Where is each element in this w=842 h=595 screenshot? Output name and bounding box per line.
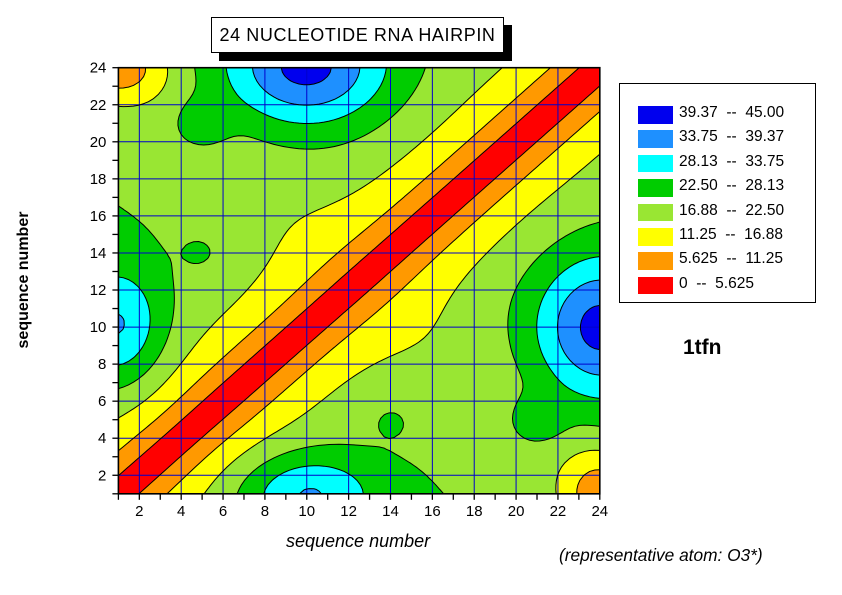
svg-text:14: 14 [90, 245, 107, 262]
svg-text:14: 14 [382, 503, 399, 520]
svg-text:6: 6 [98, 393, 106, 410]
svg-text:18: 18 [90, 171, 107, 188]
svg-text:20: 20 [90, 134, 107, 151]
svg-text:22: 22 [90, 97, 107, 114]
svg-text:2: 2 [98, 467, 106, 484]
svg-text:20: 20 [508, 503, 525, 520]
svg-text:16: 16 [424, 503, 441, 520]
svg-text:10: 10 [90, 319, 107, 336]
svg-text:4: 4 [98, 430, 106, 447]
svg-text:24: 24 [591, 503, 608, 520]
svg-text:24: 24 [90, 60, 107, 77]
svg-text:12: 12 [90, 282, 107, 299]
svg-text:12: 12 [340, 503, 357, 520]
svg-text:16: 16 [90, 208, 107, 225]
svg-text:22: 22 [550, 503, 567, 520]
svg-text:10: 10 [298, 503, 315, 520]
svg-text:4: 4 [177, 503, 185, 520]
svg-text:8: 8 [98, 356, 106, 373]
svg-text:8: 8 [261, 503, 269, 520]
svg-text:18: 18 [466, 503, 483, 520]
svg-text:2: 2 [135, 503, 143, 520]
svg-text:6: 6 [219, 503, 227, 520]
